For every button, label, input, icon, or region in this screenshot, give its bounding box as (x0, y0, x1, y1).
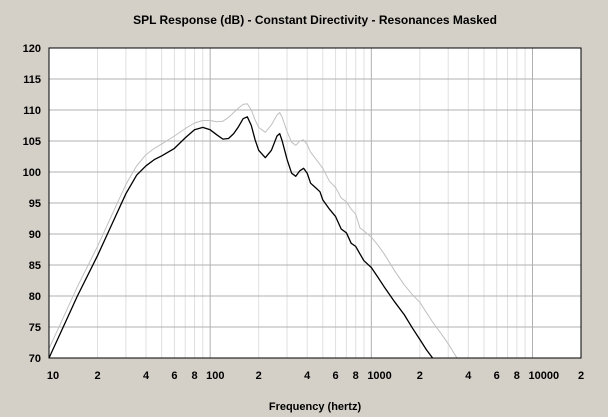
chart-title: SPL Response (dB) - Constant Directivity… (133, 13, 497, 27)
x-tick-label: 6 (171, 370, 177, 382)
y-tick-label: 95 (29, 198, 41, 210)
y-tick-label: 105 (23, 136, 41, 148)
x-tick-label: 8 (353, 370, 359, 382)
x-axis-label: Frequency (hertz) (269, 401, 362, 413)
x-tick-label: 2 (578, 370, 584, 382)
plot-frame (48, 47, 582, 359)
y-tick-label: 70 (29, 353, 41, 365)
x-tick-label: 4 (304, 370, 311, 382)
x-tick-label: 100 (206, 370, 224, 382)
series-line-0 (48, 116, 434, 359)
x-tick-label: 4 (465, 370, 472, 382)
x-tick-label: 8 (514, 370, 520, 382)
x-tick-label: 4 (143, 370, 150, 382)
grid-major (49, 48, 581, 358)
y-tick-label: 90 (29, 229, 41, 241)
series-layer (48, 103, 458, 359)
x-tick-label: 2 (94, 370, 100, 382)
y-tick-label: 80 (29, 291, 41, 303)
series-line-1 (48, 103, 458, 359)
x-tick-label: 6 (494, 370, 500, 382)
y-tick-label: 100 (23, 167, 41, 179)
x-tick-label: 2 (256, 370, 262, 382)
y-axis-ticks: 70 75 80 85 90 95 100 105 110 115 120 (23, 43, 41, 365)
x-tick-label: 8 (191, 370, 197, 382)
x-axis-ticks: 10 2 4 6 8 100 2 4 6 8 1000 2 4 6 8 10000 2 (47, 370, 584, 382)
x-tick-label: 10 (47, 370, 59, 382)
x-tick-label: 1000 (367, 370, 391, 382)
y-tick-label: 75 (29, 322, 41, 334)
y-tick-label: 115 (23, 74, 41, 86)
x-tick-label: 2 (417, 370, 423, 382)
y-tick-label: 110 (23, 105, 41, 117)
y-tick-label: 120 (23, 43, 41, 55)
x-tick-label: 10000 (528, 370, 559, 382)
y-tick-label: 85 (29, 260, 41, 272)
x-tick-label: 6 (333, 370, 339, 382)
